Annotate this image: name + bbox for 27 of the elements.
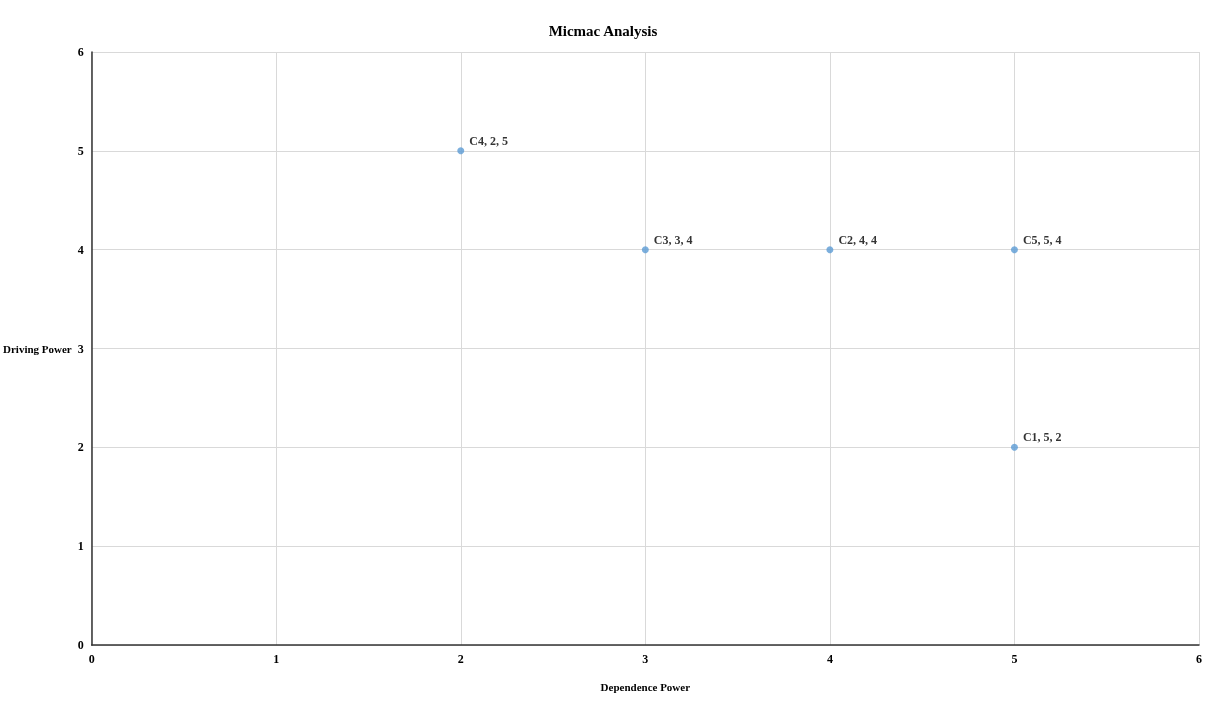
x-tick-label: 5: [1011, 652, 1018, 666]
point: [826, 246, 834, 254]
x-tick-label: 2: [457, 652, 464, 666]
y-tick-label: 5: [77, 143, 84, 158]
chart-title: Micmac Analysis: [548, 22, 658, 39]
x-tick-label: 3: [642, 652, 649, 666]
x-tick-label: 4: [826, 652, 833, 666]
y-tick-label: 0: [77, 638, 84, 652]
point: [457, 147, 465, 155]
point: [1010, 246, 1018, 254]
x-tick-label: 6: [1196, 652, 1202, 666]
y-tick-label: 6: [77, 45, 84, 59]
data-label: C2, 4, 4: [838, 232, 878, 247]
y-tick-label: 4: [77, 242, 84, 257]
y-tick-label: 1: [77, 539, 84, 554]
point: [1010, 443, 1018, 451]
point: [641, 246, 649, 254]
data-label: C5, 5, 4: [1022, 232, 1062, 247]
x-tick-label: 1: [273, 652, 280, 666]
x-axis-title: Dependence Power: [600, 680, 691, 693]
x-tick-label: 0: [88, 652, 95, 666]
data-label: C4, 2, 5: [469, 133, 508, 148]
y-axis-title: Driving Power: [3, 342, 72, 355]
data-label: C3, 3, 4: [653, 232, 693, 247]
data-label: C1, 5, 2: [1022, 430, 1062, 445]
y-tick-label: 2: [77, 440, 84, 455]
y-tick-label: 3: [77, 341, 84, 356]
